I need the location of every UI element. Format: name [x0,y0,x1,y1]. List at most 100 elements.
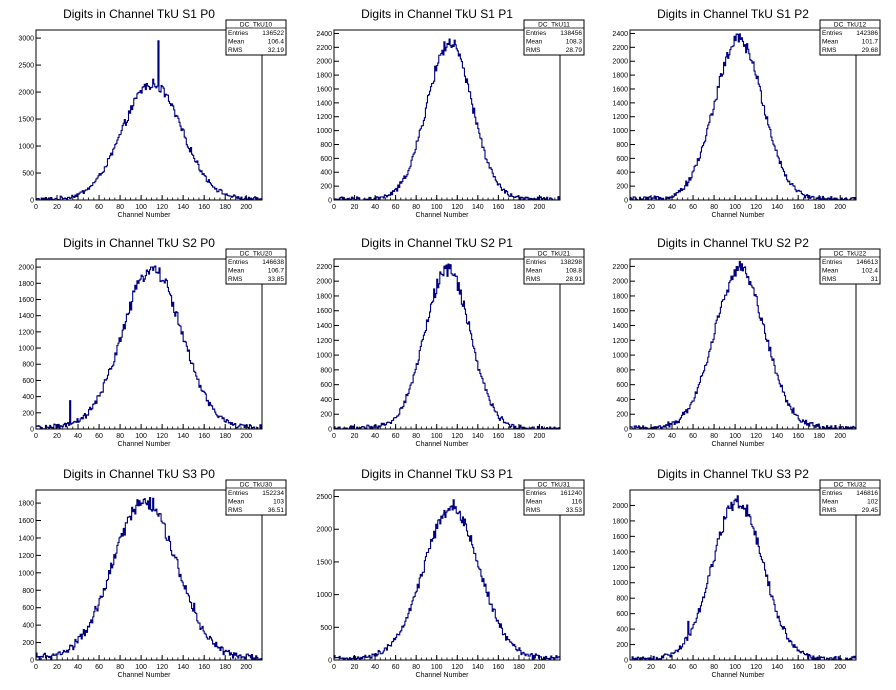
y-tick-label: 1400 [612,549,628,556]
x-tick-label: 120 [451,204,463,211]
x-tick-label: 100 [431,664,443,671]
x-tick-label: 80 [412,433,420,440]
x-tick-label: 180 [813,433,825,440]
stats-value: 108.8 [566,268,583,275]
x-axis-label: Channel Number [118,672,172,679]
x-tick-label: 180 [813,664,825,671]
stats-value: 29.45 [862,507,879,514]
plot-frame [629,29,857,201]
plot-frame [629,489,857,661]
x-tick-label: 0 [34,204,38,211]
x-tick-label: 60 [689,433,697,440]
stats-label: Entries [228,490,249,497]
chart-title: Digits in Channel TkU S2 P1 [361,236,513,250]
stats-label: RMS [228,276,243,283]
y-tick-label: 400 [22,394,34,401]
stats-value: 103 [273,499,284,506]
stats-label: RMS [526,276,541,283]
y-tick-label: 1800 [316,293,332,300]
y-tick-label: 0 [30,198,34,205]
y-tick-label: 1200 [612,565,628,572]
x-tick-label: 180 [219,204,231,211]
stats-name: DC_TkU32 [834,482,867,489]
stats-value: 102.4 [862,268,879,275]
y-tick-label: 1600 [612,86,628,93]
y-tick-label: 1000 [18,346,34,353]
histogram-line [630,495,857,661]
stats-value: 106.7 [268,268,285,275]
x-tick-label: 40 [668,204,676,211]
plot-frame [35,29,263,201]
x-tick-label: 0 [34,433,38,440]
x-axis-label: Channel Number [416,441,470,448]
x-tick-label: 200 [834,204,846,211]
stats-value: 138298 [560,259,582,266]
stats-label: Mean [228,39,245,46]
y-tick-label: 2000 [18,90,34,97]
y-tick-label: 800 [320,142,332,149]
x-tick-label: 80 [116,204,124,211]
y-tick-label: 800 [320,367,332,374]
y-tick-label: 2400 [612,31,628,38]
y-tick-label: 0 [30,427,34,434]
y-tick-label: 2500 [18,63,34,70]
histogram-line [333,499,561,661]
y-tick-label: 1600 [316,86,332,93]
y-tick-label: 2200 [612,264,628,271]
x-axis-label: Channel Number [712,212,766,219]
x-tick-label: 20 [647,433,655,440]
stats-value: 29.68 [862,47,879,54]
y-tick-label: 2000 [612,279,628,286]
x-tick-label: 120 [750,433,762,440]
x-tick-label: 160 [198,664,210,671]
y-tick-label: 1600 [18,518,34,525]
x-tick-label: 120 [451,664,463,671]
y-tick-label: 3000 [18,36,34,43]
x-tick-label: 80 [116,433,124,440]
y-tick-label: 1200 [316,114,332,121]
x-tick-label: 40 [668,433,676,440]
y-tick-label: 400 [320,397,332,404]
y-tick-label: 1400 [612,100,628,107]
x-tick-label: 200 [834,664,846,671]
x-tick-label: 80 [412,204,420,211]
x-tick-label: 80 [116,664,124,671]
x-tick-label: 60 [95,204,103,211]
stats-label: Mean [526,499,543,506]
y-tick-label: 1500 [316,559,332,566]
x-tick-label: 160 [493,433,505,440]
y-tick-label: 500 [320,625,332,632]
y-tick-label: 1800 [612,293,628,300]
stats-label: Entries [526,259,547,266]
x-axis-label: Channel Number [118,441,172,448]
y-tick-label: 2000 [316,279,332,286]
y-tick-label: 2000 [316,59,332,66]
y-tick-label: 1800 [612,73,628,80]
y-tick-label: 0 [30,658,34,665]
stats-label: Mean [228,499,245,506]
y-tick-label: 0 [624,198,628,205]
y-tick-label: 1200 [612,114,628,121]
x-tick-label: 120 [156,204,168,211]
stats-box [523,248,585,285]
y-tick-label: 0 [328,658,332,665]
x-tick-label: 200 [534,433,546,440]
chart-title: Digits in Channel TkU S2 P0 [63,236,215,250]
stats-value: 28.91 [566,276,583,283]
y-tick-label: 2000 [18,265,34,272]
x-tick-label: 140 [472,664,484,671]
stats-value: 102 [867,499,878,506]
histogram-panel: Digits in Channel TkU S1 P0 0 20 40 60 80 100 1… [18,7,287,219]
stats-name: DC_TkU30 [240,482,273,489]
y-tick-label: 1400 [612,323,628,330]
x-tick-label: 140 [472,204,484,211]
stats-box [819,479,881,516]
y-tick-label: 200 [320,412,332,419]
histogram-panel: Digits in Channel TkU S1 P1 0 20 40 60 80 100 1… [316,7,585,219]
histogram-panel: Digits in Channel TkU S3 P0 0 20 40 60 80 100 1… [18,467,287,679]
y-tick-label: 600 [22,378,34,385]
y-tick-label: 1000 [612,353,628,360]
stats-value: 142386 [856,30,878,37]
y-tick-label: 600 [22,605,34,612]
stats-name: DC_TkU11 [538,22,570,29]
